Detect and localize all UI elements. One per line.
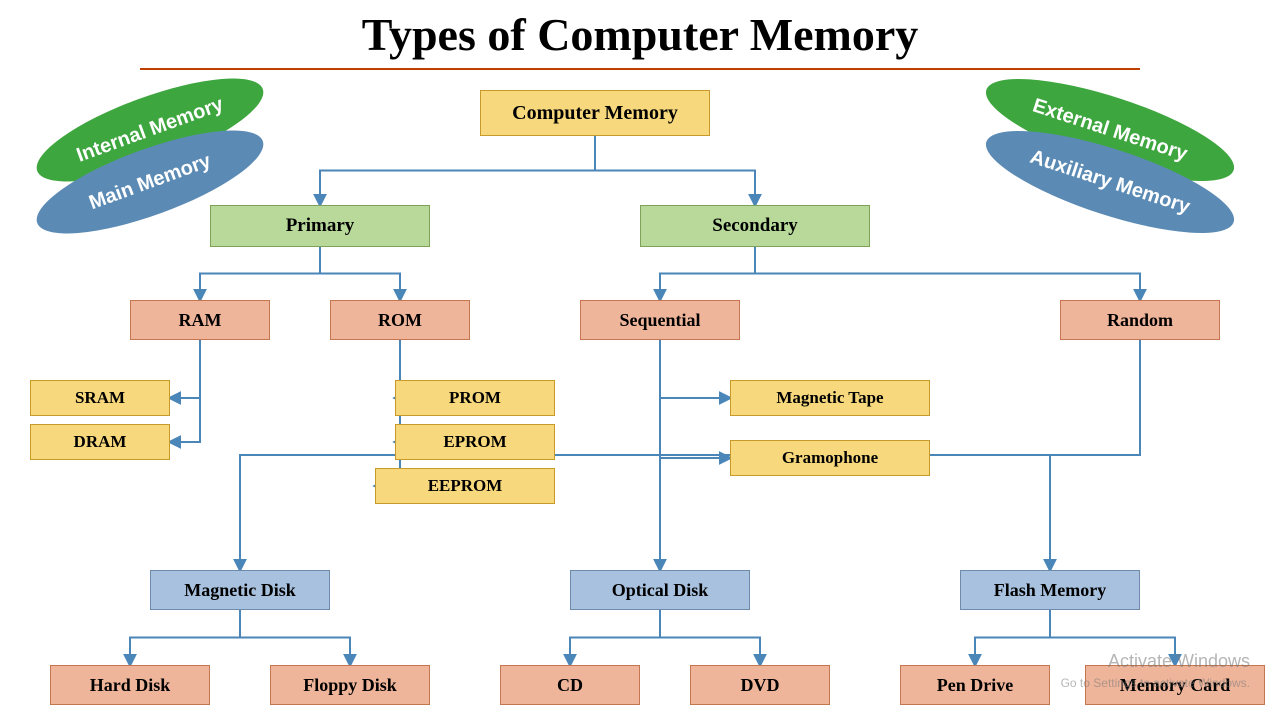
edge-magdisk-to-floppy xyxy=(240,610,350,665)
node-random: Random xyxy=(1060,300,1220,340)
edge-sequential-to-magtape xyxy=(660,340,730,398)
edge-random-to-magdisk xyxy=(240,340,1140,570)
node-dram: DRAM xyxy=(30,424,170,460)
edge-primary-to-ram xyxy=(200,247,320,300)
node-magtape: Magnetic Tape xyxy=(730,380,930,416)
node-eeprom: EEPROM xyxy=(375,468,555,504)
edge-optdisk-to-dvd xyxy=(660,610,760,665)
node-floppy: Floppy Disk xyxy=(270,665,430,705)
node-rom: ROM xyxy=(330,300,470,340)
node-prom: PROM xyxy=(395,380,555,416)
watermark-line1: Activate Windows xyxy=(1108,651,1250,672)
edge-magdisk-to-harddisk xyxy=(130,610,240,665)
title-underline xyxy=(140,68,1140,70)
node-harddisk: Hard Disk xyxy=(50,665,210,705)
page-title: Types of Computer Memory xyxy=(0,8,1280,61)
node-pendrive: Pen Drive xyxy=(900,665,1050,705)
node-ram: RAM xyxy=(130,300,270,340)
node-optdisk: Optical Disk xyxy=(570,570,750,610)
node-secondary: Secondary xyxy=(640,205,870,247)
node-eprom: EPROM xyxy=(395,424,555,460)
edge-ram-to-sram xyxy=(170,340,200,398)
node-dvd: DVD xyxy=(690,665,830,705)
edge-sequential-to-gramophone xyxy=(660,340,730,458)
edge-primary-to-rom xyxy=(320,247,400,300)
node-magdisk: Magnetic Disk xyxy=(150,570,330,610)
node-flash: Flash Memory xyxy=(960,570,1140,610)
edge-root-to-primary xyxy=(320,136,595,205)
edge-random-to-flash xyxy=(1050,340,1140,570)
node-primary: Primary xyxy=(210,205,430,247)
edge-flash-to-pendrive xyxy=(975,610,1050,665)
edge-ram-to-dram xyxy=(170,340,200,442)
node-gramophone: Gramophone xyxy=(730,440,930,476)
node-cd: CD xyxy=(500,665,640,705)
node-sequential: Sequential xyxy=(580,300,740,340)
edge-secondary-to-random xyxy=(755,247,1140,300)
node-root: Computer Memory xyxy=(480,90,710,136)
watermark-line2: Go to Settings to activate Windows. xyxy=(1061,676,1250,690)
edge-optdisk-to-cd xyxy=(570,610,660,665)
edge-secondary-to-sequential xyxy=(660,247,755,300)
diagram-stage: Types of Computer Memory Internal Memory… xyxy=(0,0,1280,720)
node-sram: SRAM xyxy=(30,380,170,416)
edge-root-to-secondary xyxy=(595,136,755,205)
